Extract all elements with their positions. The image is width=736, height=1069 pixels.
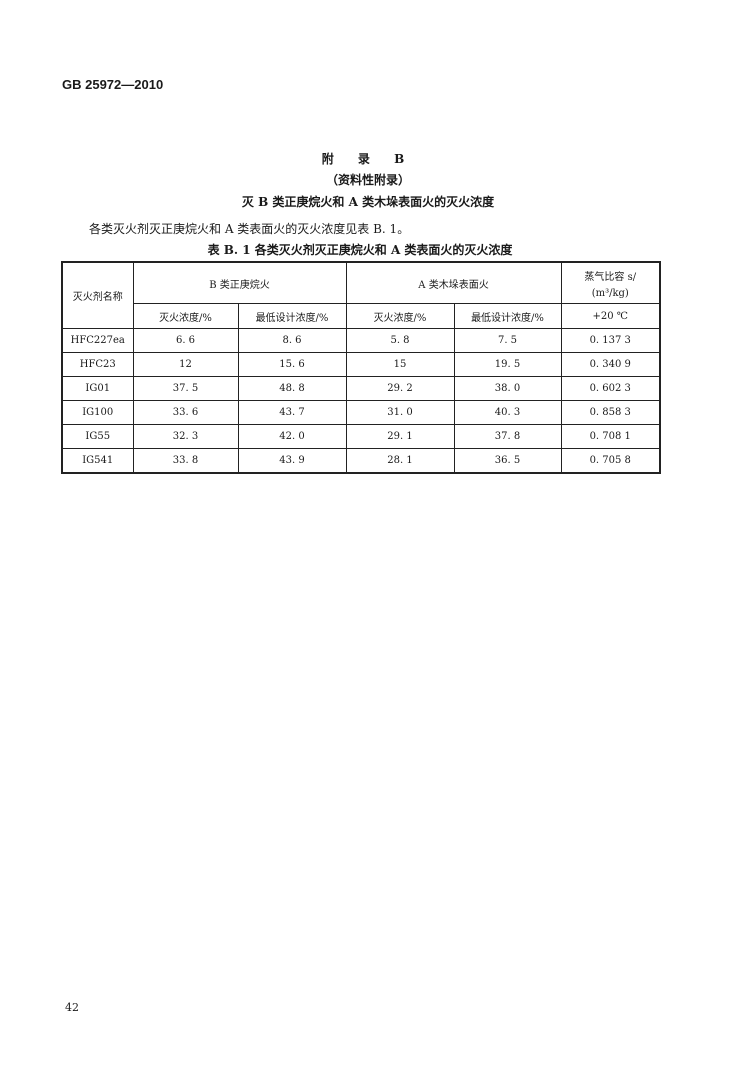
subheader-cell: 灭火浓度/% [132, 303, 239, 329]
value-cell: 7. 5 [453, 328, 562, 353]
value-cell: 0. 708 1 [560, 424, 661, 449]
agent-name-cell: IG55 [61, 424, 134, 449]
subheader-cell: 灭火浓度/% [345, 303, 455, 329]
value-cell: 33. 8 [132, 448, 239, 474]
appendix-title: 附 录 B [321, 152, 415, 166]
value-cell: 37. 5 [132, 376, 239, 401]
table-row: HFC227ea 6. 6 8. 6 5. 8 7. 5 0. 137 3 [61, 328, 661, 353]
table-row: IG55 32. 3 42. 0 29. 1 37. 8 0. 708 1 [61, 424, 661, 449]
value-cell: 43. 7 [237, 400, 347, 425]
value-cell: 48. 8 [237, 376, 347, 401]
value-cell: 29. 1 [345, 424, 455, 449]
agent-name-cell: HFC23 [61, 352, 134, 377]
subheader-cell: +20 ℃ [560, 303, 661, 329]
header-group-b: B 类正庚烷火 [132, 261, 347, 304]
value-cell: 31. 0 [345, 400, 455, 425]
value-cell: 28. 1 [345, 448, 455, 474]
agent-name-cell: IG541 [61, 448, 134, 474]
header-vapor: 蒸气比容 s/ (m³/kg) [560, 261, 661, 304]
value-cell: 8. 6 [237, 328, 347, 353]
value-cell: 0. 340 9 [560, 352, 661, 377]
header-agent-name: 灭火剂名称 [61, 261, 134, 329]
value-cell: 29. 2 [345, 376, 455, 401]
value-cell: 0. 137 3 [560, 328, 661, 353]
value-cell: 0. 602 3 [560, 376, 661, 401]
value-cell: 38. 0 [453, 376, 562, 401]
value-cell: 37. 8 [453, 424, 562, 449]
value-cell: 15 [345, 352, 455, 377]
subheader-cell: 最低设计浓度/% [237, 303, 347, 329]
intro-paragraph: 各类灭火剂灭正庚烷火和 A 类表面火的灭火浓度见表 B. 1。 [89, 222, 410, 236]
appendix-subtitle: （资料性附录） [325, 173, 410, 187]
table-row: IG01 37. 5 48. 8 29. 2 38. 0 0. 602 3 [61, 376, 661, 401]
header-vapor-line1: 蒸气比容 s/ [584, 271, 637, 283]
value-cell: 0. 705 8 [560, 448, 661, 474]
agent-name-cell: IG100 [61, 400, 134, 425]
subheader-cell: 最低设计浓度/% [453, 303, 562, 329]
standard-number: GB 25972—2010 [62, 77, 164, 92]
value-cell: 6. 6 [132, 328, 239, 353]
concentration-table: 灭火剂名称 B 类正庚烷火 A 类木垛表面火 蒸气比容 s/ (m³/kg) 灭火… [61, 261, 661, 474]
table-row: HFC23 12 15. 6 15 19. 5 0. 340 9 [61, 352, 661, 377]
value-cell: 12 [132, 352, 239, 377]
table-caption: 表 B. 1 各类灭火剂灭正庚烷火和 A 类表面火的灭火浓度 [207, 243, 513, 257]
table-row: IG541 33. 8 43. 9 28. 1 36. 5 0. 705 8 [61, 448, 661, 474]
value-cell: 0. 858 3 [560, 400, 661, 425]
header-vapor-line2: (m³/kg) [591, 287, 629, 299]
value-cell: 5. 8 [345, 328, 455, 353]
value-cell: 36. 5 [453, 448, 562, 474]
page-number: 42 [65, 1001, 79, 1014]
value-cell: 19. 5 [453, 352, 562, 377]
value-cell: 40. 3 [453, 400, 562, 425]
agent-name-cell: IG01 [61, 376, 134, 401]
value-cell: 15. 6 [237, 352, 347, 377]
value-cell: 42. 0 [237, 424, 347, 449]
agent-name-cell: HFC227ea [61, 328, 134, 353]
table-row: IG100 33. 6 43. 7 31. 0 40. 3 0. 858 3 [61, 400, 661, 425]
value-cell: 32. 3 [132, 424, 239, 449]
value-cell: 33. 6 [132, 400, 239, 425]
value-cell: 43. 9 [237, 448, 347, 474]
appendix-heading: 灭 B 类正庚烷火和 A 类木垛表面火的灭火浓度 [241, 195, 495, 209]
header-group-a: A 类木垛表面火 [345, 261, 562, 304]
